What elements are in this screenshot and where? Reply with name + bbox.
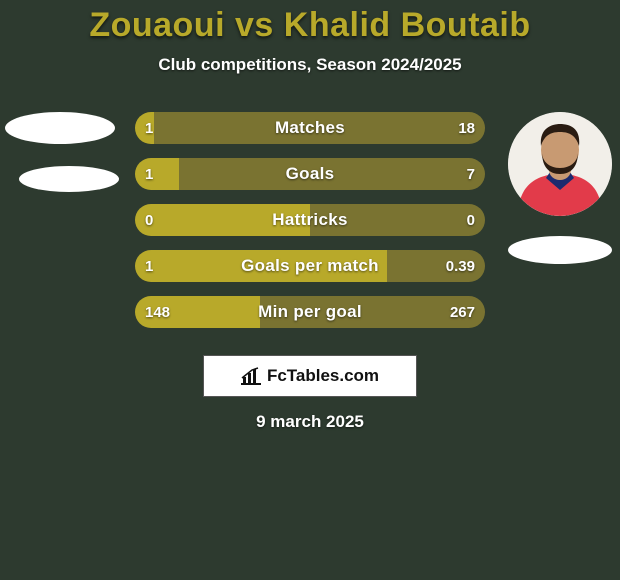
subtitle: Club competitions, Season 2024/2025 [0,55,620,75]
stat-label: Min per goal [135,296,485,328]
stat-label: Hattricks [135,204,485,236]
right-player-column [500,112,620,264]
stat-bar: 10.39Goals per match [135,250,485,282]
stat-bar: 118Matches [135,112,485,144]
title-player2: Khalid Boutaib [284,6,531,44]
content: Zouaoui vs Khalid Boutaib Club competiti… [0,0,620,580]
left-player-column [0,112,120,192]
bar-chart: 118Matches 17Goals 00Hattricks 10.39Goals p… [135,112,485,342]
avatar-placeholder [5,112,115,144]
stat-bar: 00Hattricks [135,204,485,236]
generation-date: 9 march 2025 [0,412,620,432]
player-photo-icon [508,112,612,216]
stat-bar: 17Goals [135,158,485,190]
bar-chart-icon [241,367,261,385]
fctables-logo: FcTables.com [203,355,417,397]
stat-label: Matches [135,112,485,144]
avatar [508,112,612,216]
shadow-placeholder [19,166,119,192]
stat-label: Goals per match [135,250,485,282]
page-title: Zouaoui vs Khalid Boutaib [0,6,620,45]
logo-text: FcTables.com [267,366,379,386]
stat-bar: 148267Min per goal [135,296,485,328]
shadow-placeholder [508,236,612,264]
title-player1: Zouaoui [89,6,225,44]
title-vs: vs [235,6,274,44]
stat-label: Goals [135,158,485,190]
